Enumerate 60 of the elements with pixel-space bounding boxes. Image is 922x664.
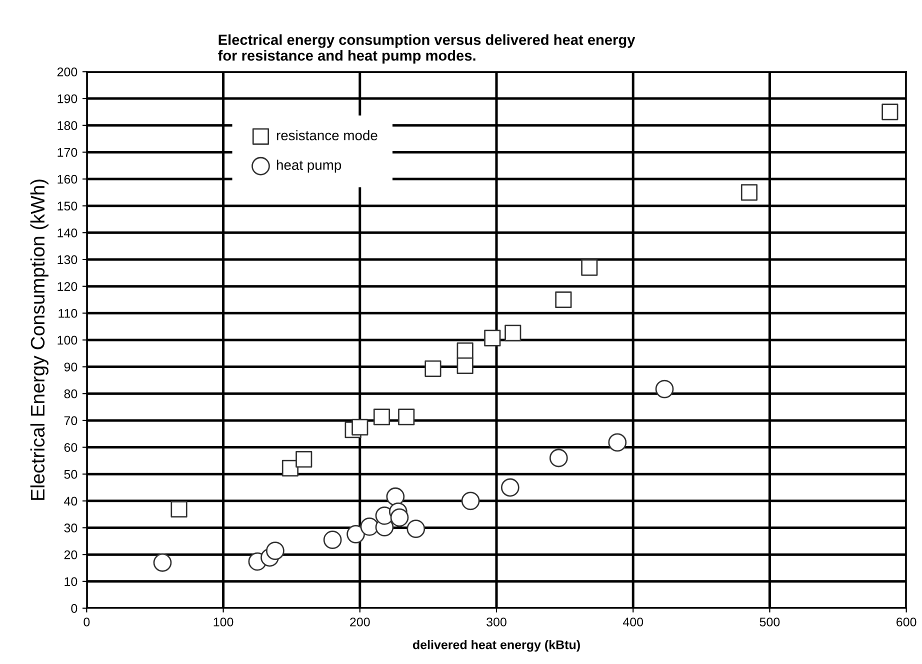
- x-tick-label: 0: [84, 618, 90, 626]
- x-tick-label: 200: [350, 618, 370, 626]
- y-tick-label: 150: [58, 202, 78, 210]
- y-tick-label: 0: [71, 604, 78, 613]
- x-tick-label: 100: [214, 618, 234, 626]
- point: [352, 418, 368, 436]
- legend-label: resistance mode: [276, 130, 378, 140]
- y-tick-label: 170: [58, 148, 78, 157]
- y-tick-label: 110: [58, 308, 78, 318]
- point: [170, 500, 188, 518]
- y-tick-label: 20: [64, 550, 78, 560]
- point: [424, 360, 442, 377]
- point: [581, 259, 598, 276]
- y-tick-label: 80: [64, 389, 78, 398]
- y-tick-label: 160: [58, 174, 78, 184]
- y-tick-label: 200: [57, 68, 78, 76]
- point: [386, 487, 405, 506]
- point: [323, 530, 342, 550]
- point: [153, 553, 172, 572]
- point: [360, 517, 379, 536]
- x-tick-label: 300: [486, 618, 506, 626]
- legend-label: heat pump: [276, 160, 342, 173]
- point: [461, 492, 480, 510]
- point: [456, 357, 474, 374]
- y-tick-label: 190: [58, 94, 78, 104]
- y-tick-label: 10: [64, 577, 78, 586]
- point: [882, 104, 898, 120]
- point: [390, 508, 409, 527]
- x-tick-label: 400: [622, 618, 644, 626]
- y-tick-label: 120: [58, 282, 78, 291]
- y-tick-label: 140: [58, 228, 78, 238]
- point: [296, 451, 312, 468]
- y-tick-label: 60: [64, 443, 78, 452]
- point: [266, 542, 284, 560]
- y-tick-label: 100: [58, 336, 78, 345]
- point: [740, 184, 758, 201]
- y-axis-title: Electrical Energy Consumption (kWh): [30, 180, 48, 500]
- y-tick-label: 180: [58, 121, 78, 130]
- point: [555, 291, 572, 308]
- y-tick-label: 130: [58, 255, 78, 264]
- x-tick-label: 600: [896, 618, 916, 626]
- point: [500, 478, 520, 497]
- y-tick-label: 40: [64, 496, 78, 506]
- y-tick-label: 30: [64, 524, 78, 532]
- point: [346, 524, 365, 544]
- point: [608, 433, 627, 452]
- point: [484, 330, 501, 346]
- y-tick-label: 70: [64, 416, 78, 426]
- point: [504, 324, 522, 342]
- point: [655, 380, 674, 398]
- point: [406, 520, 426, 538]
- point: [282, 460, 299, 476]
- point: [549, 448, 568, 468]
- chart-title: Electrical energy consumption versus delivered heat energy for resistance and heat pump modes.: [218, 34, 636, 64]
- point: [398, 408, 415, 426]
- point: [373, 408, 390, 426]
- y-tick-label: 90: [64, 362, 78, 372]
- x-axis-title: delivered heat energy (kBtu): [412, 640, 580, 652]
- x-tick-label: 500: [760, 618, 780, 626]
- y-tick-label: 50: [64, 470, 78, 479]
